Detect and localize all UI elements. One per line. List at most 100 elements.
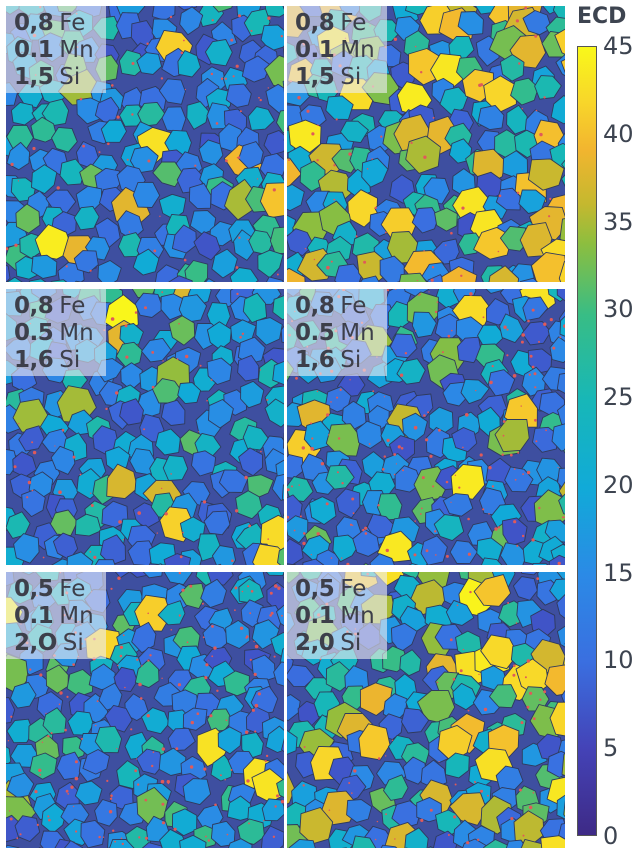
composition-value: 1,5 [295,64,335,90]
grain [217,563,222,565]
precipitate-dot [74,776,79,781]
precipitate-dot [145,836,148,840]
precipitate-dot [316,532,320,536]
precipitate-dot [19,833,22,836]
grain [325,95,354,120]
grain [450,463,486,500]
precipitate-dot [501,453,504,456]
grain [50,279,68,282]
grain [555,53,565,77]
precipitate-dot [147,659,150,662]
precipitate-dot [269,591,273,595]
precipitate-dot [14,243,18,247]
precipitate-dot [394,838,396,840]
precipitate-dot [186,641,189,644]
precipitate-dot [429,808,433,812]
grain [134,292,164,318]
grain [178,294,208,323]
grain [257,249,284,279]
precipitate-dot [256,178,259,180]
grain [131,621,157,654]
precipitate-dot [348,152,352,156]
precipitate-dot [299,515,302,518]
composition-value: 0,8 [14,10,54,36]
grain [29,752,58,780]
precipitate-dot [231,559,234,562]
precipitate-dot [39,673,43,677]
grain [404,827,429,848]
precipitate-dot [383,455,386,458]
precipitate-dot [81,737,83,740]
precipitate-dot [445,554,449,558]
precipitate-dot [72,455,76,459]
precipitate-dot [183,258,187,262]
precipitate-dot [144,798,148,802]
precipitate-dot [234,609,236,612]
precipitate-dot [8,810,11,812]
precipitate-dot [395,463,397,465]
precipitate-dot [386,438,390,442]
precipitate-dot [182,531,184,534]
composition-line: 1,5 Si [295,64,387,91]
micrograph-panel-1: 0,8 Fe 0.1 Mn 1,5 Si [6,6,284,282]
precipitate-dot [518,788,522,792]
grain [383,774,409,801]
element-symbol: Si [340,64,362,90]
grain [261,825,284,848]
precipitate-dot [510,817,514,821]
grain [158,747,187,776]
precipitate-dot [536,577,540,580]
precipitate-dot [333,164,336,167]
precipitate-dot [209,714,213,718]
precipitate-dot [524,6,528,10]
grain [495,187,521,211]
precipitate-dot [394,289,397,290]
precipitate-dot [267,538,270,540]
precipitate-dot [253,640,255,643]
grain [335,488,361,519]
precipitate-dot [166,780,170,784]
precipitate-dot [160,779,165,784]
grain [556,289,565,302]
precipitate-dot [110,794,113,797]
precipitate-dot [353,769,357,773]
precipitate-dot [368,443,371,445]
precipitate-dot [107,142,110,146]
grain [242,292,268,324]
composition-label: 0,8 Fe 0.1 Mn 1,5 Si [287,6,387,93]
grain [473,574,512,607]
grain [265,725,284,753]
grain [98,682,123,711]
precipitate-dot [529,354,533,358]
grain [399,649,422,677]
grain [223,670,250,697]
grain [167,727,196,752]
precipitate-dot [106,779,109,782]
element-symbol: Si [59,64,81,90]
precipitate-dot [6,247,9,251]
precipitate-dot [512,374,517,378]
composition-label: 0,8 Fe 0.5 Mn 1,6 Si [287,289,387,376]
grain [558,493,565,515]
precipitate-dot [238,236,241,239]
precipitate-dot [316,159,319,162]
precipitate-dot [436,301,439,303]
precipitate-dot [385,813,387,816]
grain [556,625,565,648]
grain [18,425,45,452]
precipitate-dot [535,109,538,112]
precipitate-dot [559,336,562,339]
grain [445,752,470,779]
precipitate-dot [276,794,279,798]
element-symbol: Mn [340,320,375,346]
precipitate-dot [374,206,377,210]
grain [283,432,284,449]
precipitate-dot [534,34,538,38]
grain [6,511,31,539]
grain [31,254,58,279]
composition-line: 1,6 Si [14,347,106,374]
grain [559,315,565,337]
precipitate-dot [491,365,494,368]
grain [271,473,284,501]
precipitate-dot [363,260,367,264]
